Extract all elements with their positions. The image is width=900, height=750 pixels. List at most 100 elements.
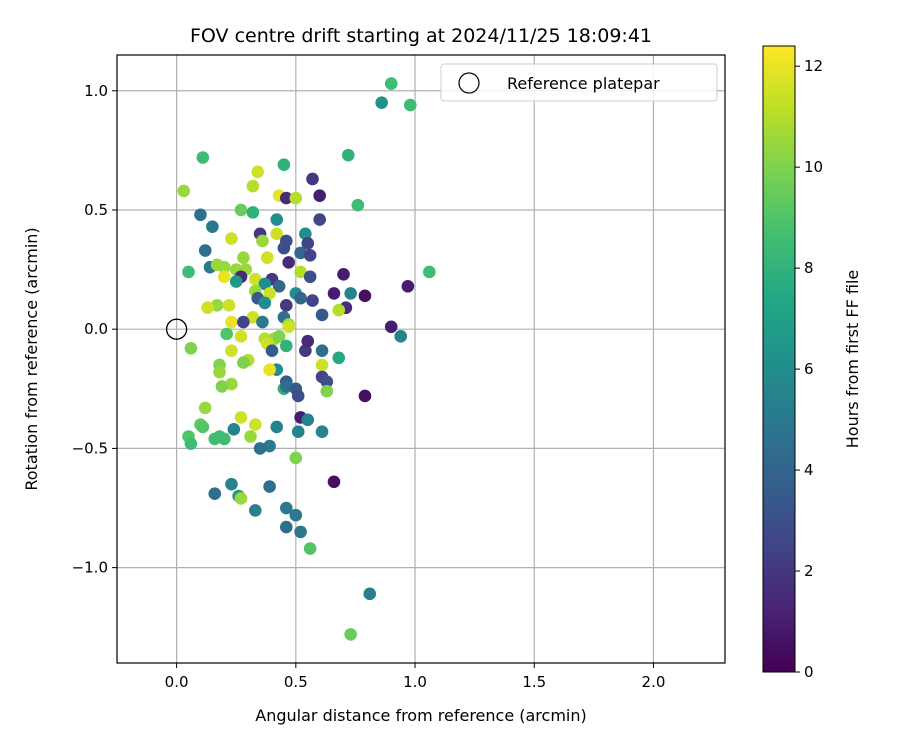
scatter-point [177, 184, 191, 198]
scatter-point [299, 344, 312, 357]
scatter-point [279, 339, 293, 353]
reference-platepar-marker [165, 318, 188, 340]
scatter-point [217, 270, 231, 284]
scatter-point [246, 179, 260, 193]
scatter-point [301, 334, 315, 348]
scatter-point [265, 344, 279, 357]
colorbar-tick-label: 10 [804, 158, 823, 176]
scatter-point [248, 418, 262, 431]
reference-marker [165, 318, 188, 340]
scatter-point [363, 587, 377, 601]
legend-box [440, 63, 718, 102]
legend: Reference platepar [440, 63, 718, 102]
scatter-point [394, 330, 408, 343]
y-tick-label: 0.0 [84, 320, 108, 338]
scatter-point [237, 315, 250, 329]
chart-title: FOV centre drift starting at 2024/11/25 … [190, 25, 652, 47]
scatter-point [201, 301, 214, 315]
scatter-point [244, 430, 257, 443]
scatter-point [194, 208, 207, 222]
scatter-point [260, 251, 274, 264]
scatter-point [263, 363, 276, 377]
scatter-point [401, 279, 415, 293]
scatter-point [248, 272, 262, 286]
scatter-point [263, 480, 276, 493]
scatter-point [270, 227, 284, 241]
colorbar-tick-label: 0 [804, 663, 814, 681]
scatter-point [315, 308, 329, 322]
scatter-point [237, 251, 250, 264]
colorbar-gradient [762, 45, 796, 673]
grid-lines [117, 55, 725, 663]
scatter-point [282, 320, 295, 334]
scatter-point [234, 492, 248, 505]
scatter-point [351, 198, 365, 212]
scatter-point [217, 432, 231, 446]
scatter-point [258, 277, 272, 291]
x-axis-ticks: 0.0 0.5 1.0 1.5 2.0 [165, 663, 666, 691]
scatter-point [423, 265, 436, 279]
scatter-point [358, 389, 372, 403]
colorbar-tick-label: 12 [804, 57, 823, 75]
y-tick-label: −1.0 [72, 559, 108, 577]
scatter-point [294, 265, 307, 279]
scatter-point [234, 411, 248, 424]
scatter-point [384, 77, 398, 90]
y-axis-ticks: 1.0 0.5 0.0 −0.5 −1.0 [72, 82, 117, 577]
y-axis-label: Rotation from reference (arcmin) [22, 227, 41, 490]
scatter-point [213, 365, 226, 379]
scatter-point [294, 291, 307, 305]
scatter-point [196, 420, 210, 434]
scatter-point [277, 241, 291, 255]
scatter-point [301, 413, 315, 427]
colorbar-tick-label: 2 [804, 562, 814, 580]
scatter-point [184, 437, 198, 450]
scatter-point [291, 425, 305, 439]
scatter-point [384, 320, 398, 334]
scatter-point [303, 270, 317, 284]
scatter-point [225, 232, 238, 245]
x-tick-label: 0.0 [165, 673, 189, 691]
scatter-point [279, 380, 293, 393]
colorbar-tick-label: 6 [804, 360, 814, 378]
scatter-point [246, 206, 260, 219]
scatter-point [289, 508, 303, 522]
scatter-point [332, 303, 346, 317]
colorbar-tick-label: 8 [804, 259, 814, 277]
scatter-point [341, 148, 355, 162]
scatter-point [272, 279, 286, 293]
legend-entry-reference: Reference platepar [507, 74, 660, 93]
scatter-point [327, 475, 341, 489]
scatter-point [320, 375, 334, 388]
x-tick-label: 2.0 [642, 673, 666, 691]
scatter-point [313, 189, 326, 202]
scatter-point [327, 287, 341, 300]
scatter-point [225, 477, 238, 491]
scatter-point [303, 248, 317, 262]
scatter-point [344, 628, 357, 641]
scatter-point [332, 351, 346, 365]
scatter-point [320, 384, 334, 398]
scatter-point [196, 151, 210, 164]
plot-frame [116, 54, 726, 664]
x-tick-label: 1.5 [522, 673, 546, 691]
colorbar-ticks: 0 2 4 6 8 10 12 [795, 57, 823, 681]
scatter-point [229, 275, 243, 288]
scatter-point [270, 420, 284, 434]
scatter-point [215, 380, 229, 393]
x-tick-label: 0.5 [284, 673, 308, 691]
scatter-point [301, 237, 315, 250]
scatter-point [198, 401, 212, 415]
scatter-point [306, 294, 319, 307]
scatter-point [253, 442, 267, 455]
scatter-point [263, 287, 276, 300]
scatter-point [279, 501, 293, 515]
x-axis-label: Angular distance from reference (arcmin) [255, 706, 586, 725]
colorbar: 0 2 4 6 8 10 12 Hours from first FF file [762, 45, 862, 681]
scatter-point [234, 203, 248, 217]
scatter-point [279, 191, 293, 205]
scatter-point [344, 287, 357, 300]
scatter-point [279, 299, 293, 312]
scatter-point [282, 256, 295, 269]
